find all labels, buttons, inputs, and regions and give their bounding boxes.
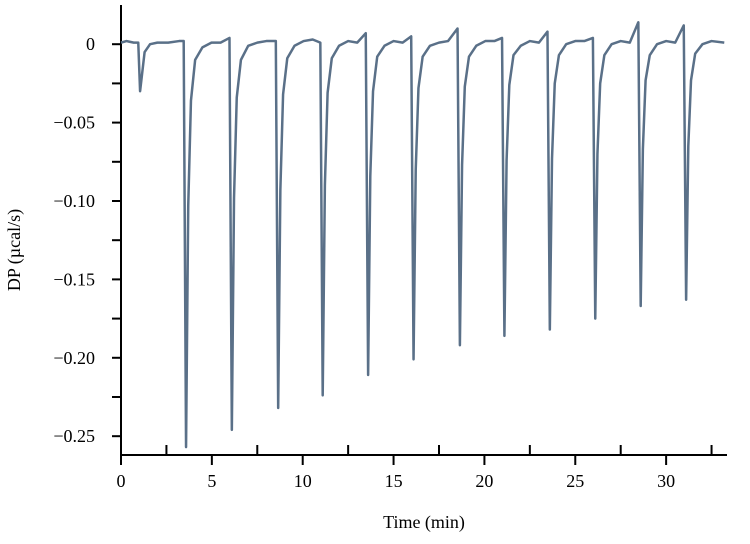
y-tick-label: −0.05 [53,113,95,133]
y-tick-label: 0 [86,34,95,54]
x-tick-label: 0 [117,471,126,491]
x-tick-label: 5 [207,471,216,491]
data-line [120,21,725,449]
x-axis-label: Time (min) [383,512,465,533]
x-tick-label: 30 [657,471,675,491]
y-tick-label: −0.25 [53,426,95,446]
x-tick-label: 25 [566,471,584,491]
x-tick-label: 15 [385,471,403,491]
y-tick-label: −0.20 [53,348,95,368]
x-tick-label: 10 [294,471,312,491]
y-axis-label: DP (µcal/s) [4,209,25,291]
x-tick-label: 20 [475,471,493,491]
y-tick-label: −0.15 [53,269,95,289]
y-tick-label: −0.10 [53,191,95,211]
